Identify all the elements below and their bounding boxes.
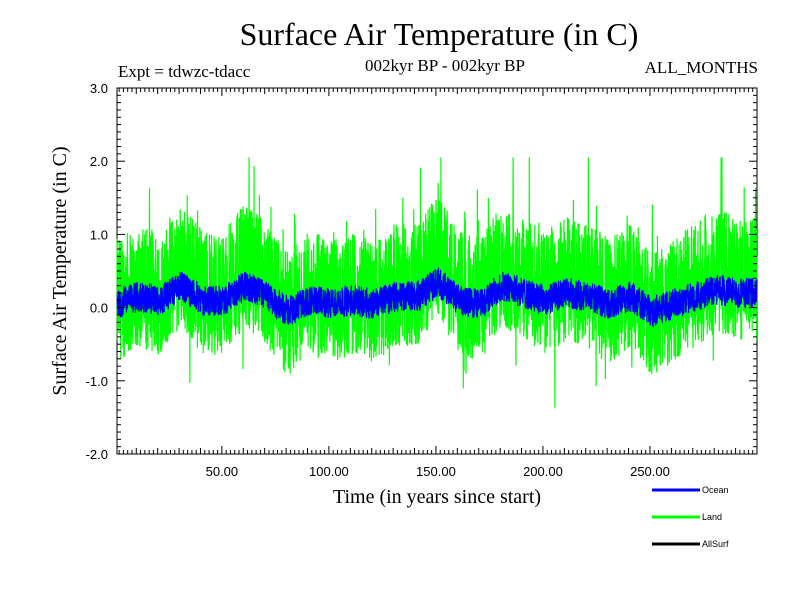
period-label: 002kyr BP - 002kyr BP <box>365 56 525 75</box>
months-label: ALL_MONTHS <box>644 58 758 77</box>
legend: Ocean Land AllSurf <box>652 485 729 549</box>
chart-title: Surface Air Temperature (in C) <box>239 16 639 52</box>
x-tick-label: 50.00 <box>206 464 239 479</box>
experiment-label: Expt = tdwzc-tdacc <box>118 62 251 81</box>
y-tick-label: -1.0 <box>86 374 108 389</box>
land-series <box>116 157 758 408</box>
legend-label: AllSurf <box>702 539 729 549</box>
axis-labels: 50.00 100.00 150.00 200.00 250.00 3.0 2.0 1.0 0.… <box>86 81 670 479</box>
x-axis-title: Time (in years since start) <box>333 486 541 508</box>
y-tick-label: 3.0 <box>90 81 108 96</box>
legend-label: Land <box>702 512 722 522</box>
x-tick-label: 200.00 <box>523 464 563 479</box>
x-tick-label: 250.00 <box>630 464 670 479</box>
y-tick-label: -2.0 <box>86 447 108 462</box>
land-line <box>116 157 758 408</box>
axis-ticks <box>117 87 757 455</box>
x-tick-label: 100.00 <box>309 464 349 479</box>
y-tick-label: 1.0 <box>90 227 108 242</box>
ocean-series <box>116 267 758 329</box>
x-tick-label: 150.00 <box>416 464 456 479</box>
legend-label: Ocean <box>702 485 729 495</box>
y-tick-label: 2.0 <box>90 154 108 169</box>
y-tick-label: 0.0 <box>90 301 108 316</box>
ocean-line <box>116 267 758 329</box>
y-axis-title: Surface Air Temperature (in C) <box>49 146 71 395</box>
